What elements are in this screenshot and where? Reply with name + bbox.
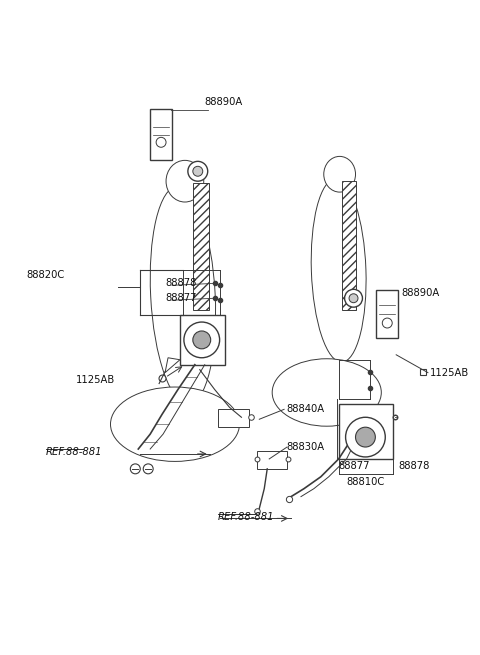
Ellipse shape xyxy=(172,179,198,197)
Circle shape xyxy=(156,138,166,147)
Circle shape xyxy=(345,290,362,307)
Circle shape xyxy=(193,166,203,176)
Circle shape xyxy=(346,417,385,457)
Ellipse shape xyxy=(150,186,216,404)
FancyBboxPatch shape xyxy=(342,181,356,310)
Circle shape xyxy=(356,427,375,447)
FancyBboxPatch shape xyxy=(376,290,398,338)
Text: 88877: 88877 xyxy=(339,461,370,471)
FancyBboxPatch shape xyxy=(217,409,250,427)
Text: 88830A: 88830A xyxy=(286,442,324,452)
Ellipse shape xyxy=(272,359,381,426)
Circle shape xyxy=(382,318,392,328)
Text: REF.88-881: REF.88-881 xyxy=(46,447,103,457)
Ellipse shape xyxy=(311,179,366,362)
Circle shape xyxy=(143,464,153,474)
Text: 88840A: 88840A xyxy=(286,404,324,415)
FancyBboxPatch shape xyxy=(193,183,209,310)
FancyBboxPatch shape xyxy=(150,109,172,160)
Ellipse shape xyxy=(329,171,350,187)
Text: REF.88-881: REF.88-881 xyxy=(217,512,274,523)
Circle shape xyxy=(188,161,208,181)
FancyBboxPatch shape xyxy=(339,404,393,459)
Text: 88878: 88878 xyxy=(165,278,196,288)
Circle shape xyxy=(131,464,140,474)
Text: 88890A: 88890A xyxy=(205,97,243,107)
Text: 88890A: 88890A xyxy=(401,288,439,298)
Circle shape xyxy=(184,322,220,358)
Ellipse shape xyxy=(324,157,356,192)
Text: 88810C: 88810C xyxy=(347,477,385,487)
Text: 88820C: 88820C xyxy=(26,271,64,280)
Ellipse shape xyxy=(166,160,204,202)
Ellipse shape xyxy=(110,387,240,461)
FancyBboxPatch shape xyxy=(257,451,287,469)
Text: 1125AB: 1125AB xyxy=(430,367,469,378)
Text: 88878: 88878 xyxy=(398,461,430,471)
Polygon shape xyxy=(165,358,180,373)
Text: 88877: 88877 xyxy=(165,293,196,303)
FancyBboxPatch shape xyxy=(180,315,225,365)
Circle shape xyxy=(349,294,358,303)
Circle shape xyxy=(193,331,211,349)
Text: 1125AB: 1125AB xyxy=(76,375,115,384)
